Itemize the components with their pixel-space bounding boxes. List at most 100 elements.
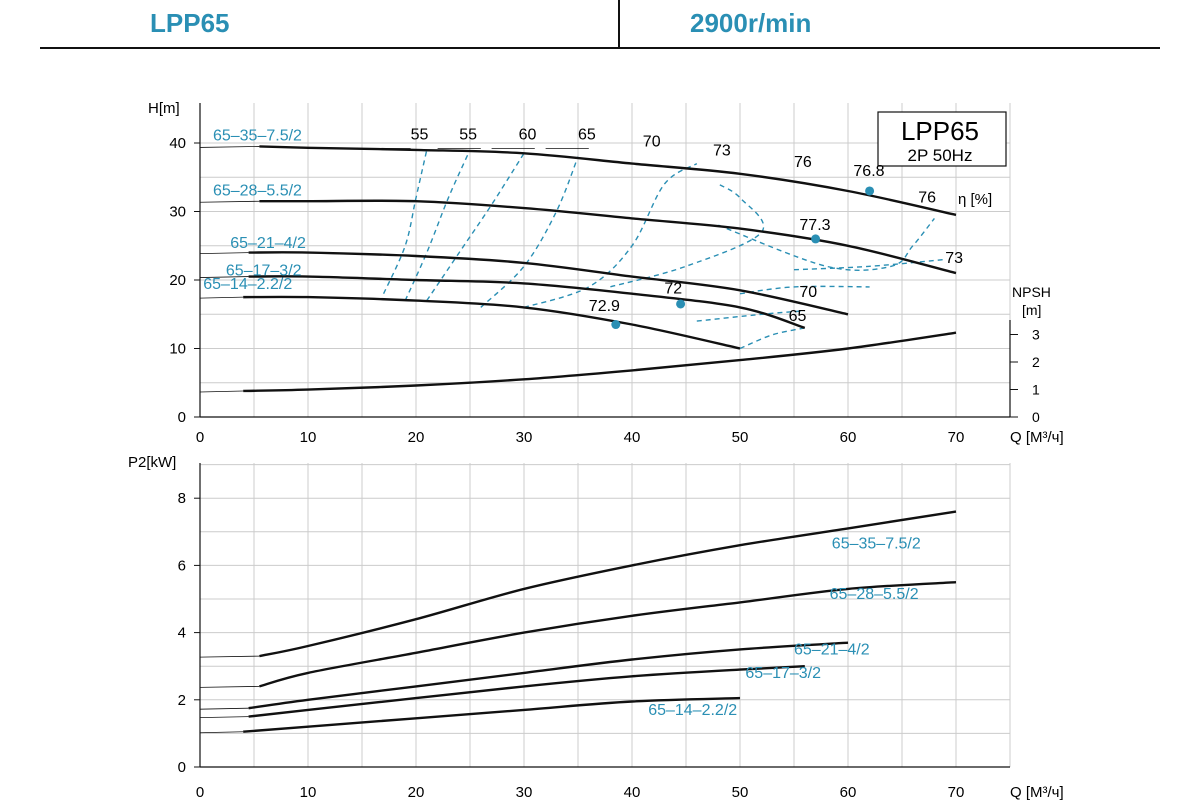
efficiency-label: 76.8 [853,163,884,180]
head-series-label: 65–28–5.5/2 [213,182,302,199]
best-efficiency-point [811,234,821,244]
efficiency-isoline [696,310,805,322]
efficiency-label: 55 [411,127,429,144]
power-x-tick-label: 40 [624,784,641,800]
head-x-tick-label: 0 [196,429,204,446]
efficiency-label: 55 [459,127,477,144]
speed-title: 2900r/min [690,8,812,38]
power-curve-extension [199,707,249,710]
efficiency-label: 72.9 [589,298,620,315]
head-curve-extension [199,252,249,254]
model-box [877,111,1007,167]
head-curve [259,145,957,217]
head-y-axis-label: H[m] [148,100,180,117]
power-curve-extension [199,731,244,734]
efficiency-isoline [480,156,579,308]
power-x-tick-label: 20 [408,784,425,800]
head-x-tick-label: 40 [624,429,641,446]
npsh-tick-label: 3 [1032,327,1040,343]
efficiency-isoline [739,327,805,350]
power-y-tick-label: 2 [178,692,186,709]
efficiency-axis-label: η [%] [958,191,992,208]
head-curve [248,275,806,330]
head-curve [243,295,741,350]
power-y-tick-label: 6 [178,557,186,574]
head-curve-extension [199,146,260,148]
head-y-tick-label: 30 [169,204,186,221]
head-x-tick-label: 20 [408,429,425,446]
power-x-axis-label: Q [М³/ч] [1010,784,1064,800]
header-divider [618,0,620,47]
power-series-label: 65–14–2.2/2 [648,702,737,719]
head-y-tick-label: 10 [169,341,186,358]
efficiency-isoline [426,152,525,301]
power-x-tick-label: 30 [516,784,533,800]
efficiency-isoline [610,183,765,288]
head-curve-extension [199,296,244,299]
power-x-tick-label: 50 [732,784,749,800]
efficiency-isoline [523,162,698,309]
power-y-tick-label: 8 [178,490,186,507]
power-curve-extension [199,685,260,688]
head-series-label: 65–21–4/2 [230,235,306,252]
power-y-axis-label: P2[kW] [128,454,176,471]
npsh-axis-unit: [m] [1022,302,1041,318]
power-curve-extension [199,716,249,718]
power-curve-extension [199,655,260,658]
npsh-curve [243,331,957,393]
efficiency-label: 65 [789,308,807,325]
head-series-label: 65–14–2.2/2 [203,276,292,293]
efficiency-label: 60 [519,127,537,144]
power-curve [259,581,957,688]
efficiency-isoline [404,149,471,301]
npsh-tick-label: 1 [1032,382,1040,398]
efficiency-label: 76 [918,190,936,207]
head-y-tick-label: 0 [178,409,186,426]
head-x-tick-label: 10 [300,429,317,446]
model-box-subtitle: 2P 50Hz [908,146,973,165]
power-x-tick-label: 70 [948,784,965,800]
efficiency-label: 76 [794,154,812,171]
power-curve [248,665,805,718]
best-efficiency-point [611,320,621,330]
power-x-tick-label: 0 [196,784,204,800]
head-x-tick-label: 50 [732,429,749,446]
npsh-tick-label: 0 [1032,409,1040,425]
power-x-tick-label: 10 [300,784,317,800]
efficiency-label: 72 [664,281,682,298]
head-curve-extension [199,200,260,203]
npsh-axis-label: NPSH [1012,284,1051,300]
model-box-title: LPP65 [901,116,979,146]
head-series-label: 65–35–7.5/2 [213,128,302,145]
efficiency-isoline [793,258,946,271]
power-series-label: 65–17–3/2 [745,665,821,682]
efficiency-label: 77.3 [799,217,830,234]
efficiency-label: 70 [799,284,817,301]
npsh-curve-extension [199,390,244,393]
efficiency-isoline [382,149,428,294]
head-x-tick-label: 60 [840,429,857,446]
efficiency-label: 70 [643,133,661,150]
npsh-tick-label: 2 [1032,354,1040,370]
power-curve [248,641,849,710]
power-series-label: 65–21–4/2 [794,641,870,658]
efficiency-isoline [718,217,935,271]
head-y-tick-label: 40 [169,135,186,152]
power-y-tick-label: 4 [178,625,186,642]
power-x-tick-label: 60 [840,784,857,800]
head-series-label: 65–17–3/2 [226,263,302,280]
power-curve [259,510,957,658]
head-x-tick-label: 30 [516,429,533,446]
power-series-label: 65–35–7.5/2 [832,536,921,553]
head-curve [259,199,957,275]
model-title: LPP65 [150,8,230,38]
head-y-tick-label: 20 [169,272,186,289]
efficiency-label: 73 [945,250,963,267]
head-curve [248,251,849,316]
power-curve [243,696,741,733]
power-y-tick-label: 0 [178,759,186,776]
efficiency-label: 73 [713,142,731,159]
best-efficiency-point [676,299,686,309]
power-series-label: 65–28–5.5/2 [830,586,919,603]
